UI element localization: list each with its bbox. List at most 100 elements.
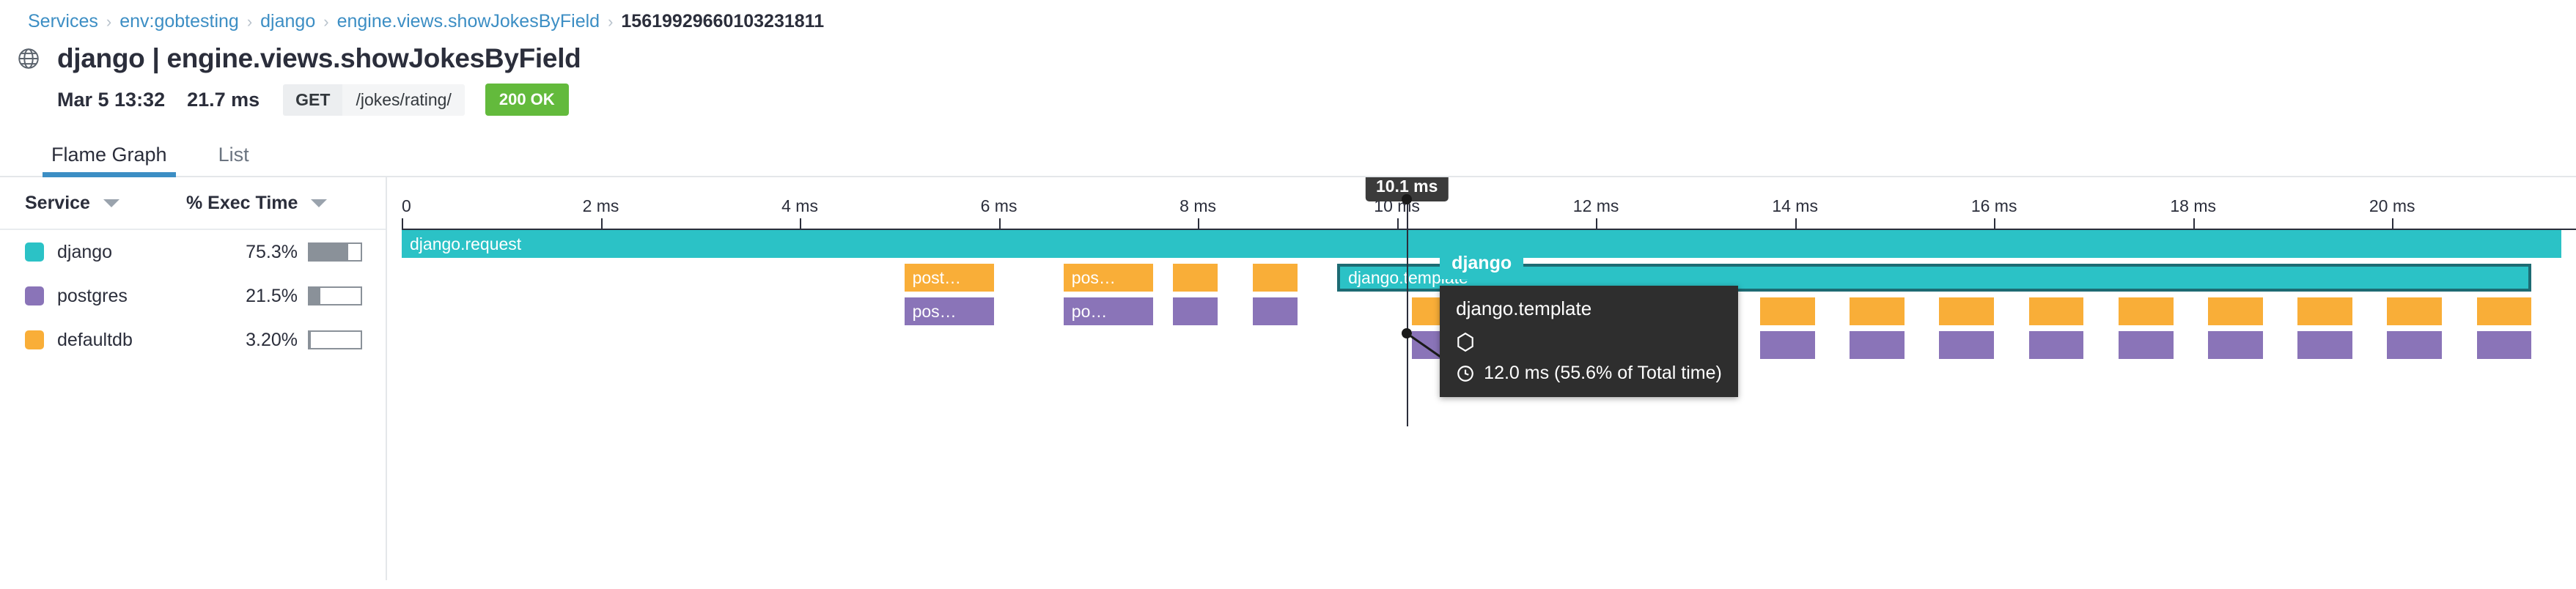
column-header-exec-time[interactable]: % Exec Time [186, 193, 375, 214]
axis-tick-mark [2392, 218, 2394, 229]
breadcrumb-link[interactable]: django [260, 11, 316, 32]
axis-tick-mark [1994, 218, 1996, 229]
breadcrumb: Services › env:gobtesting › django › engine.vi… [0, 0, 2576, 33]
flame-span[interactable] [2208, 331, 2263, 359]
view-tabs: Flame Graph List [0, 136, 2576, 177]
flame-span[interactable] [2208, 297, 2263, 325]
service-name: defaultdb [57, 329, 133, 350]
trace-timestamp: Mar 5 13:32 [57, 88, 166, 111]
table-row[interactable]: defaultdb 3.20% [0, 318, 386, 362]
flame-span[interactable] [1939, 297, 1995, 325]
trace-meta-row: Mar 5 13:32 21.7 ms GET /jokes/rating/ 2… [0, 74, 2576, 116]
service-color-swatch [25, 242, 44, 262]
axis-tick-label: 12 ms [1572, 196, 1619, 215]
axis-line [402, 229, 2576, 230]
service-name: django [57, 241, 113, 262]
axis-tick-label: 8 ms [1180, 196, 1216, 215]
flame-span[interactable] [2297, 331, 2352, 359]
breadcrumb-current: 15619929660103231811 [621, 11, 825, 32]
breadcrumb-separator: › [106, 12, 112, 31]
axis-tick-mark [800, 218, 802, 229]
flame-span[interactable] [1173, 297, 1218, 325]
flame-span[interactable] [2476, 331, 2532, 359]
axis-tick-label: 20 ms [2369, 196, 2415, 215]
flame-span[interactable] [2028, 297, 2084, 325]
table-row[interactable]: django 75.3% [0, 230, 386, 274]
chevron-down-icon [311, 199, 328, 207]
exec-time-bar [308, 242, 362, 262]
axis-tick-mark [1596, 218, 1598, 229]
flame-span[interactable]: post… [904, 264, 994, 292]
column-header-service[interactable]: Service [25, 193, 186, 214]
breadcrumb-link[interactable]: env:gobtesting [119, 11, 239, 32]
flame-rows: django.requestpost…pos…pos…po…django.tem… [387, 230, 2576, 580]
tab-flame-graph[interactable]: Flame Graph [43, 144, 176, 177]
breadcrumb-separator: › [608, 12, 614, 31]
tooltip-duration-line: 12.0 ms (55.6% of Total time) [1456, 363, 1722, 384]
page-title: django | engine.views.showJokesByField [57, 43, 581, 73]
flame-span[interactable]: po… [1063, 297, 1153, 325]
exec-time-percent: 21.5% [246, 285, 298, 306]
tooltip-spacer [1456, 352, 1722, 363]
globe-icon [16, 46, 41, 71]
axis-tick-mark [402, 218, 403, 229]
resource-path: /jokes/rating/ [342, 84, 465, 116]
axis-tick-mark [1795, 218, 1797, 229]
exec-time-bar [308, 330, 362, 349]
exec-time-percent: 75.3% [246, 241, 298, 262]
axis-tick-mark [998, 218, 1001, 229]
flame-span[interactable] [2297, 297, 2352, 325]
time-cursor-line [1407, 177, 1409, 426]
breadcrumb-separator: › [246, 12, 253, 31]
axis-tick-label: 0 [402, 196, 411, 215]
axis-tick-label: 18 ms [2170, 196, 2216, 215]
flame-span[interactable]: pos… [904, 297, 994, 325]
axis-tick-mark [600, 218, 603, 229]
status-badge: 200 OK [485, 84, 569, 116]
flame-span[interactable] [1850, 297, 1905, 325]
chevron-down-icon [103, 199, 119, 207]
axis-tick-mark [1396, 218, 1399, 229]
flame-span[interactable] [1760, 297, 1815, 325]
flame-span[interactable] [2118, 297, 2174, 325]
trace-body: Service % Exec Time django 75.3% postgres 2… [0, 177, 2576, 580]
hover-anchor-dot [1402, 328, 1413, 338]
flame-span[interactable] [1939, 331, 1995, 359]
flame-span[interactable] [2387, 331, 2443, 359]
exec-time-percent: 3.20% [246, 329, 298, 350]
flame-span[interactable] [2028, 331, 2084, 359]
flame-span[interactable] [1252, 297, 1298, 325]
axis-tick-label: 16 ms [1970, 196, 2017, 215]
flame-span[interactable] [1252, 264, 1298, 292]
axis-tick-label: 6 ms [980, 196, 1017, 215]
service-color-swatch [25, 330, 44, 349]
table-row[interactable]: postgres 21.5% [0, 274, 386, 318]
flame-span[interactable] [1760, 331, 1815, 359]
flame-span[interactable] [2118, 331, 2174, 359]
clock-icon [1456, 364, 1475, 383]
flame-span[interactable] [2387, 297, 2443, 325]
breadcrumb-link[interactable]: engine.views.showJokesByField [336, 11, 600, 32]
axis-tick-mark [2193, 218, 2195, 229]
trace-duration: 21.7 ms [187, 88, 260, 111]
axis-tick-label: 4 ms [781, 196, 818, 215]
flame-span[interactable]: pos… [1063, 264, 1153, 292]
service-table-header: Service % Exec Time [0, 177, 386, 230]
time-cursor-handle[interactable] [1402, 194, 1413, 204]
tooltip-service-line [1456, 332, 1722, 352]
axis-tick-label: 2 ms [582, 196, 619, 215]
span-tooltip: django.template 12.0 ms (55.6% of Total t… [1440, 286, 1738, 397]
exec-time-bar [308, 286, 362, 305]
breadcrumb-link[interactable]: Services [28, 11, 98, 32]
flame-span[interactable] [2476, 297, 2532, 325]
tab-list[interactable]: List [218, 144, 249, 166]
flame-span[interactable] [1850, 331, 1905, 359]
page-title-row: django | engine.views.showJokesByField [0, 33, 2576, 74]
column-header-exec-time-label: % Exec Time [186, 192, 298, 213]
service-table-body: django 75.3% postgres 21.5% defaultdb 3.20% [0, 230, 386, 362]
flame-span[interactable] [1173, 264, 1218, 292]
column-header-service-label: Service [25, 192, 90, 213]
tooltip-service-badge: django [1440, 248, 1524, 279]
